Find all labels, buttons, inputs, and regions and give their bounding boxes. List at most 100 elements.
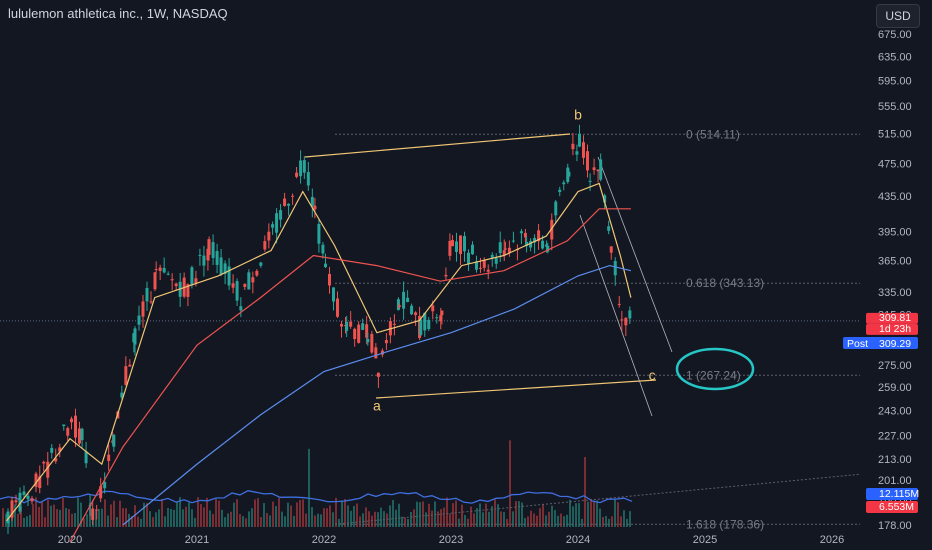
volume-bar xyxy=(515,501,517,527)
candle-body xyxy=(498,242,502,254)
volume-bar xyxy=(119,500,121,527)
volume-bar xyxy=(203,507,205,527)
candle-body xyxy=(525,241,529,246)
candle-body xyxy=(321,244,325,254)
volume-bar xyxy=(350,510,352,527)
volume-bar xyxy=(539,508,541,527)
volume-bar xyxy=(17,513,19,527)
volume-bar xyxy=(527,516,529,527)
volume-bar xyxy=(239,514,241,527)
candle-body xyxy=(609,246,613,253)
candle-body xyxy=(502,250,506,256)
volume-bar xyxy=(35,497,37,527)
volume-bar xyxy=(44,517,46,527)
candle-body xyxy=(190,267,194,286)
candle-body xyxy=(533,237,537,243)
candle-body xyxy=(154,269,158,271)
candle-body xyxy=(247,272,251,290)
candle-body xyxy=(215,251,219,265)
volume-bar xyxy=(167,508,169,527)
candle-body xyxy=(62,424,66,427)
candle-body xyxy=(558,189,562,193)
volume-bar xyxy=(104,499,106,527)
price-tick-label: 227.00 xyxy=(878,430,912,442)
candle-body xyxy=(91,508,95,520)
candle-body xyxy=(141,301,145,317)
volume-bar xyxy=(452,503,454,527)
candle-body xyxy=(440,310,444,316)
volume-bar xyxy=(182,509,184,527)
candle-body xyxy=(95,509,99,511)
volume-bar xyxy=(545,515,547,527)
currency-button[interactable]: USD xyxy=(876,4,920,28)
candle-body xyxy=(324,263,327,268)
volume-bar xyxy=(344,498,346,527)
candle-body xyxy=(511,240,515,242)
volume-bar xyxy=(20,506,22,527)
candle-body xyxy=(170,279,174,281)
candle-body xyxy=(562,182,566,185)
volume-bar xyxy=(464,514,466,527)
candle-body xyxy=(251,277,255,283)
volume-bar xyxy=(272,501,274,527)
candle-body xyxy=(313,205,317,210)
volume-bar xyxy=(488,511,490,527)
volume-bar xyxy=(476,508,478,527)
volume-average-tag-bg xyxy=(866,488,918,500)
volume-bar xyxy=(587,501,589,527)
volume-bar xyxy=(110,504,112,527)
volume-bar xyxy=(209,510,211,527)
volume-bar xyxy=(602,516,604,527)
volume-bar xyxy=(26,516,28,527)
volume-bar xyxy=(101,508,103,527)
volume-bar xyxy=(362,513,364,527)
candle-body xyxy=(211,242,215,258)
volume-bar xyxy=(494,499,496,527)
candle-body xyxy=(410,305,414,315)
candle-body xyxy=(519,231,523,234)
volume-bar xyxy=(383,511,385,527)
volume-bar xyxy=(380,507,382,527)
candle-body xyxy=(99,486,103,499)
volume-bar xyxy=(236,499,238,527)
candle-body xyxy=(398,305,402,307)
volume-bar xyxy=(308,448,310,527)
candle-body xyxy=(128,364,132,367)
volume-bar xyxy=(521,502,523,527)
candle-body xyxy=(529,241,533,248)
volume-bar xyxy=(179,497,181,527)
volume-bar xyxy=(500,511,502,527)
candle-body xyxy=(571,143,575,150)
target-highlight-circle xyxy=(675,347,755,391)
volume-bar xyxy=(2,508,4,527)
volume-bar xyxy=(347,505,349,527)
volume-bar xyxy=(386,513,388,527)
moving-average-line xyxy=(69,208,631,543)
post-market-tag-bg xyxy=(843,337,918,349)
volume-bar xyxy=(86,514,88,527)
candle-body xyxy=(279,210,283,220)
volume-average-line xyxy=(0,490,633,504)
post-market-price: 309.29 xyxy=(879,338,911,350)
candle-body xyxy=(34,473,38,487)
volume-bar xyxy=(269,515,271,527)
volume-bar xyxy=(479,503,481,527)
volume-bar xyxy=(266,512,268,527)
candle-body xyxy=(490,254,494,258)
volume-bar xyxy=(599,508,601,527)
candle-body xyxy=(235,281,239,301)
volume-bar xyxy=(143,502,145,527)
volume-bar xyxy=(572,506,574,527)
volume-bar xyxy=(548,511,550,527)
price-tick-label: 178.00 xyxy=(878,520,912,532)
fib-level-label: 0 (514.11) xyxy=(686,127,740,141)
fibonacci-retracement: 0 (514.11) 0.618 (343.13) 1 (267.24) 1.618 … xyxy=(0,127,861,531)
candle-body xyxy=(444,274,448,277)
price-tick-label: 515.00 xyxy=(878,129,912,141)
volume-bar xyxy=(158,509,160,527)
candle-body xyxy=(124,366,128,385)
candle-body xyxy=(70,418,73,423)
upper-trendline xyxy=(304,133,571,158)
candle-body xyxy=(42,461,46,464)
